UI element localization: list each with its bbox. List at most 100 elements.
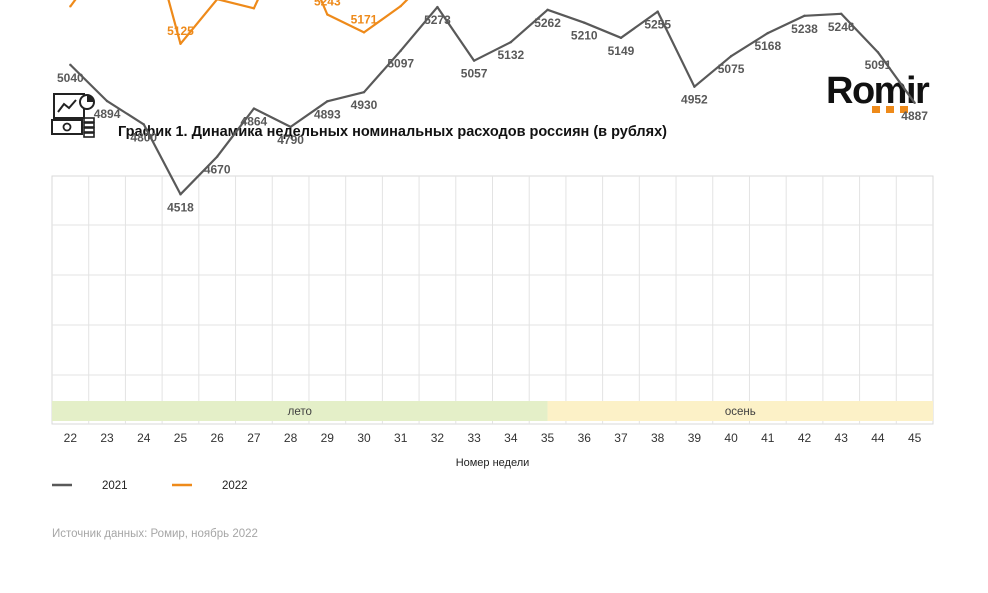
- data-point: [729, 55, 733, 58]
- x-tick-label: 23: [100, 431, 114, 445]
- data-label: 4800: [130, 130, 157, 144]
- series-line-2022: [69, 0, 409, 45]
- data-label: 4518: [167, 200, 194, 214]
- x-tick-label: 30: [357, 431, 371, 445]
- x-tick-label: 38: [651, 431, 665, 445]
- data-point: [583, 21, 586, 24]
- season-label: осень: [725, 406, 756, 418]
- x-tick-label: 34: [504, 431, 518, 445]
- logo-dot: [900, 106, 908, 113]
- x-tick-label: 39: [688, 431, 702, 445]
- data-point: [656, 10, 659, 13]
- data-point: [326, 13, 329, 16]
- data-label: 5132: [498, 48, 525, 62]
- data-point: [399, 49, 402, 52]
- data-label: 4893: [314, 107, 341, 121]
- data-label: 5171: [351, 12, 378, 26]
- data-label: 5246: [828, 20, 855, 34]
- x-tick-label: 25: [174, 431, 188, 445]
- data-point: [693, 85, 696, 88]
- x-tick-label: 28: [284, 431, 298, 445]
- x-tick-label: 44: [871, 431, 885, 445]
- season-band: [547, 401, 933, 421]
- data-label: 5210: [571, 29, 598, 43]
- data-label: 4952: [681, 93, 708, 107]
- data-point: [766, 31, 770, 35]
- x-tick-label: 43: [835, 431, 849, 445]
- data-point: [546, 8, 549, 12]
- logo-dot: [872, 106, 880, 113]
- data-label: 5125: [167, 24, 194, 38]
- data-point: [215, 155, 219, 158]
- x-tick-label: 24: [137, 431, 151, 445]
- x-tick-label: 41: [761, 431, 775, 445]
- data-label: 5273: [424, 13, 451, 27]
- x-tick-label: 29: [321, 431, 335, 445]
- data-label: 4670: [204, 163, 231, 177]
- x-tick-label: 32: [431, 431, 445, 445]
- data-label: 5057: [461, 67, 488, 81]
- data-point: [69, 63, 72, 67]
- data-label: 4864: [241, 115, 268, 129]
- series-line-2021: [69, 5, 916, 196]
- data-point: [509, 40, 513, 44]
- data-label: 5262: [534, 16, 561, 30]
- x-tick-label: 45: [908, 431, 922, 445]
- data-label: 5149: [608, 44, 635, 58]
- data-point: [362, 31, 366, 34]
- data-label: 5091: [865, 58, 892, 72]
- data-label: 5243: [314, 0, 341, 9]
- data-label: 4887: [901, 109, 928, 123]
- season-band: [52, 401, 548, 421]
- source-note: Источник данных: Ромир, ноябрь 2022: [52, 528, 258, 540]
- x-tick-label: 27: [247, 431, 261, 445]
- data-point: [252, 7, 256, 10]
- data-label: 5075: [718, 62, 745, 76]
- x-tick-label: 37: [614, 431, 628, 445]
- x-axis-label: Номер недели: [456, 457, 530, 469]
- data-point: [436, 5, 439, 9]
- x-tick-label: 35: [541, 431, 555, 445]
- data-label: 4894: [94, 107, 121, 121]
- data-point: [362, 90, 366, 94]
- data-label: 5255: [644, 18, 671, 32]
- romir-logo: Romir: [826, 72, 938, 116]
- data-point: [142, 123, 145, 126]
- data-point: [289, 125, 292, 129]
- data-point: [252, 107, 256, 110]
- data-point: [619, 36, 623, 40]
- data-point: [69, 5, 72, 8]
- data-label: 5268: [241, 0, 268, 2]
- data-label: 5097: [387, 57, 414, 71]
- x-tick-label: 42: [798, 431, 812, 445]
- data-point: [179, 193, 182, 196]
- legend-label: 2022: [222, 480, 248, 492]
- x-tick-label: 36: [578, 431, 592, 445]
- data-label: 5040: [57, 71, 84, 85]
- logo-text: Romir: [826, 70, 930, 112]
- data-point: [840, 12, 843, 15]
- x-tick-label: 33: [467, 431, 481, 445]
- data-point: [179, 42, 182, 45]
- data-point: [913, 101, 916, 105]
- data-point: [399, 4, 402, 8]
- x-tick-label: 40: [724, 431, 738, 445]
- x-tick-label: 26: [211, 431, 225, 445]
- data-label: 4930: [351, 98, 378, 112]
- season-label: лето: [288, 406, 312, 418]
- data-point: [472, 59, 476, 62]
- legend-label: 2021: [102, 480, 128, 492]
- x-tick-label: 31: [394, 431, 408, 445]
- chart-document-icon: [50, 92, 98, 140]
- data-point: [105, 99, 109, 103]
- data-label: 4790: [277, 133, 304, 147]
- chart-title: График 1. Динамика недельных номинальных…: [118, 124, 667, 140]
- x-tick-label: 22: [64, 431, 78, 445]
- logo-dot: [886, 106, 894, 113]
- data-label: 5168: [754, 39, 781, 53]
- data-label: 5238: [791, 22, 818, 36]
- data-point: [876, 51, 880, 54]
- data-point: [803, 14, 806, 17]
- data-point: [326, 100, 329, 103]
